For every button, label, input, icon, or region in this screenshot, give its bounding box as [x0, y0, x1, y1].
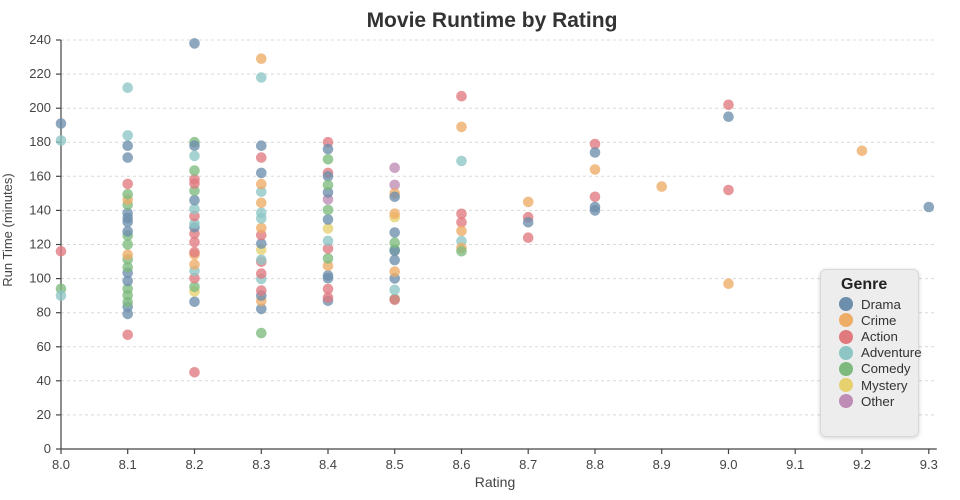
svg-text:8.4: 8.4 — [319, 457, 337, 472]
svg-text:9.1: 9.1 — [786, 457, 804, 472]
svg-text:8.3: 8.3 — [252, 457, 270, 472]
svg-text:8.6: 8.6 — [452, 457, 470, 472]
svg-text:8.2: 8.2 — [185, 457, 203, 472]
svg-text:8.7: 8.7 — [519, 457, 537, 472]
svg-text:8.9: 8.9 — [653, 457, 671, 472]
svg-text:8.8: 8.8 — [586, 457, 604, 472]
svg-text:80: 80 — [37, 305, 51, 320]
svg-text:100: 100 — [29, 271, 51, 286]
svg-text:9.3: 9.3 — [920, 457, 938, 472]
svg-text:9.2: 9.2 — [853, 457, 871, 472]
svg-text:120: 120 — [29, 237, 51, 252]
svg-text:60: 60 — [37, 339, 51, 354]
svg-text:160: 160 — [29, 168, 51, 183]
svg-text:200: 200 — [29, 100, 51, 115]
svg-text:8.5: 8.5 — [386, 457, 404, 472]
svg-text:8.0: 8.0 — [52, 457, 70, 472]
svg-text:240: 240 — [29, 32, 51, 47]
svg-text:20: 20 — [37, 407, 51, 422]
svg-text:0: 0 — [44, 441, 51, 456]
svg-text:180: 180 — [29, 134, 51, 149]
svg-text:40: 40 — [37, 373, 51, 388]
svg-text:140: 140 — [29, 202, 51, 217]
svg-text:220: 220 — [29, 66, 51, 81]
svg-text:9.0: 9.0 — [719, 457, 737, 472]
svg-text:8.1: 8.1 — [119, 457, 137, 472]
